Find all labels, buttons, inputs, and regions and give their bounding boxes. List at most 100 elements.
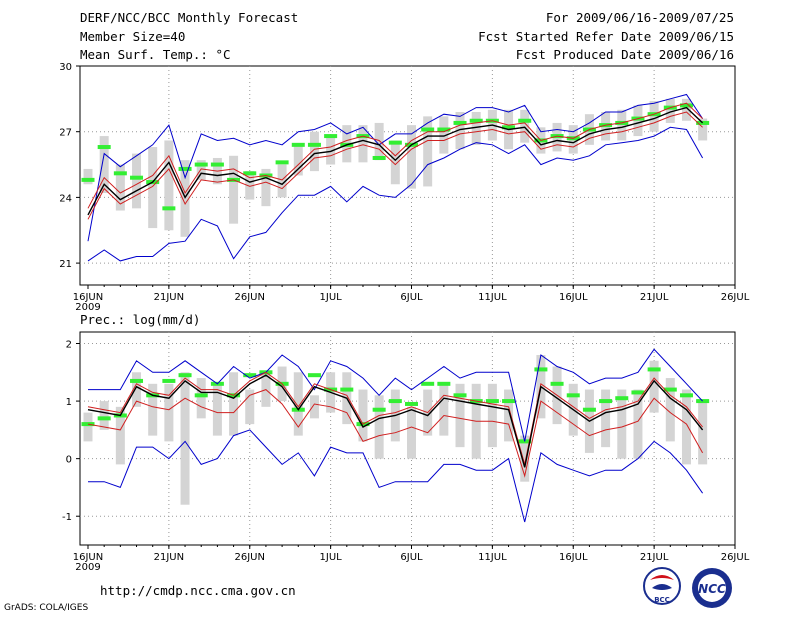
series-line-ensemble — [87, 106, 704, 216]
spread-box — [212, 383, 222, 436]
median-marker — [97, 416, 111, 421]
precip-panel-title: Prec.: log(mm/d) — [80, 312, 201, 327]
spread-box — [374, 122, 384, 161]
median-marker — [372, 155, 386, 160]
series-line-ref — [87, 389, 704, 478]
spread-box — [617, 389, 627, 459]
spread-box — [681, 98, 691, 121]
spread-box — [633, 389, 643, 459]
x-tick-label: 16JUL — [559, 292, 588, 303]
spread-box — [439, 116, 449, 154]
x-tick-label: 21JUL — [640, 292, 669, 303]
spread-box — [407, 406, 416, 459]
median-marker — [615, 396, 629, 401]
bcc-logo-icon: BCC — [643, 567, 681, 605]
median-marker — [437, 127, 451, 132]
y-tick-label: 0 — [66, 455, 72, 466]
median-marker — [291, 142, 305, 147]
median-marker — [696, 120, 710, 125]
spread-box — [164, 140, 174, 231]
median-marker — [534, 367, 548, 372]
y-tick-label: 21 — [59, 259, 72, 270]
spread-box — [455, 383, 465, 448]
spread-box — [164, 383, 174, 442]
median-marker — [566, 393, 580, 398]
median-marker — [194, 393, 208, 398]
panel-0: 21 24 27 30 16JUN 21JUN 26JUN 1JUL 6JUL 11JUL 16JU… — [59, 62, 749, 313]
median-marker — [502, 125, 516, 130]
spread-box — [358, 389, 368, 442]
spread-box — [83, 412, 93, 442]
median-marker — [307, 373, 321, 378]
median-marker — [599, 399, 613, 404]
x-tick-label: 26JUN — [235, 292, 265, 303]
median-marker — [372, 407, 386, 412]
median-marker — [388, 399, 402, 404]
spread-box — [245, 171, 255, 200]
series-line-max — [88, 348, 703, 442]
y-tick-label: 27 — [59, 128, 72, 139]
year-label: 2009 — [75, 562, 100, 573]
median-marker — [582, 407, 596, 412]
median-marker — [162, 378, 176, 383]
x-tick-label: 1JUL — [320, 292, 343, 303]
member-size-label: Member Size=40 — [80, 29, 186, 44]
spread-box — [665, 98, 675, 123]
svg-text:NCC: NCC — [698, 582, 726, 596]
median-marker — [194, 162, 208, 167]
spread-box — [698, 118, 708, 141]
median-marker — [453, 120, 467, 125]
spread-box — [245, 389, 255, 425]
x-tick-label: 1JUL — [320, 552, 343, 563]
spread-box — [115, 406, 125, 465]
median-marker — [453, 393, 467, 398]
spread-box — [471, 111, 481, 145]
spread-box — [180, 372, 190, 505]
spread-box — [439, 383, 449, 436]
median-marker — [243, 373, 257, 378]
spread-box — [148, 147, 158, 229]
x-tick-label: 21JUN — [154, 552, 184, 563]
ncc-logo-icon: NCC — [692, 568, 732, 608]
spread-box — [99, 136, 109, 194]
median-marker — [275, 160, 289, 165]
spread-box — [504, 389, 514, 442]
y-tick-label: 2 — [66, 340, 72, 351]
spread-box — [83, 168, 93, 185]
median-marker — [647, 367, 661, 372]
start-date-label: Fcst Started Refer Date 2009/06/15 — [478, 29, 734, 44]
variable-label: Mean Surf. Temp.: °C — [80, 47, 231, 62]
produced-date-label: Fcst Produced Date 2009/06/16 — [515, 47, 734, 62]
median-marker — [421, 381, 435, 386]
spread-box — [617, 109, 627, 141]
spread-box — [681, 389, 691, 465]
spread-box — [698, 401, 708, 465]
median-marker — [405, 401, 418, 406]
spread-box — [601, 389, 611, 448]
median-marker — [663, 387, 677, 392]
spread-box — [390, 140, 400, 185]
x-tick-label: 6JUL — [400, 552, 423, 563]
spread-box — [649, 360, 659, 413]
median-marker — [550, 381, 564, 386]
series-line-max — [87, 93, 704, 242]
chart-title: DERF/NCC/BCC Monthly Forecast — [80, 10, 299, 25]
y-tick-label: 24 — [59, 193, 72, 204]
median-marker — [97, 145, 111, 150]
median-marker — [696, 399, 710, 404]
x-tick-label: 16JUN — [73, 552, 103, 563]
median-marker — [210, 162, 224, 167]
median-marker — [130, 378, 144, 383]
panel-1: -1 0 1 2 16JUN 21JUN 26JUN 1JUL 6JUL 11JUL 16JUL 21… — [62, 331, 750, 573]
year-label: 2009 — [75, 302, 100, 313]
median-marker — [340, 387, 354, 392]
plot-frame — [79, 65, 736, 286]
x-tick-label: 26JUL — [721, 552, 750, 563]
median-marker — [307, 142, 321, 147]
spread-box — [423, 116, 433, 187]
median-marker — [631, 390, 645, 395]
y-tick-label: 30 — [59, 62, 72, 73]
series-line-ref — [87, 111, 703, 220]
spread-box — [229, 372, 239, 436]
median-marker — [421, 127, 435, 132]
